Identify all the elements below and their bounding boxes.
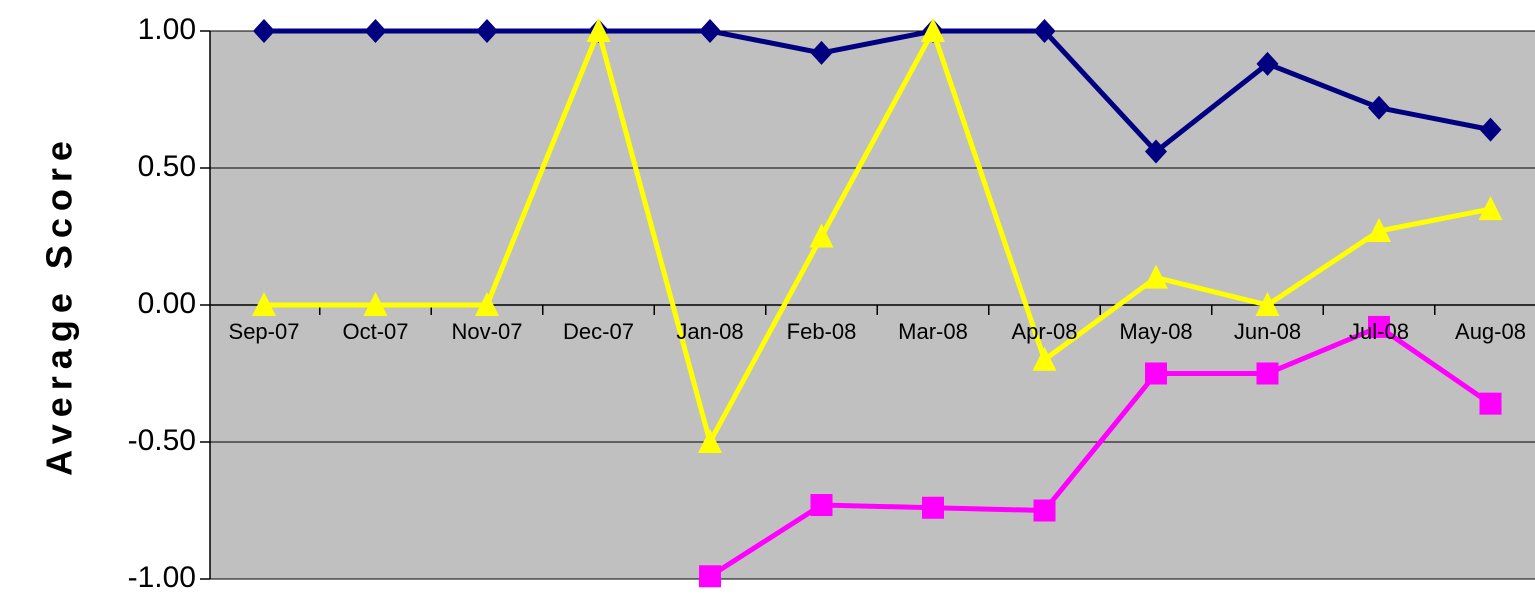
data-point-triangle [1255, 292, 1280, 316]
y-tick-labels: 1.00 0.50 0.00 -0.50 -1.00 [128, 13, 196, 594]
x-tick-label: Aug-08 [1455, 319, 1526, 344]
y-tick-label: 0.50 [138, 150, 196, 183]
data-point-diamond [253, 19, 275, 43]
series-line [264, 23, 1491, 449]
series-diamond [253, 19, 1502, 164]
data-point-diamond [1368, 95, 1390, 120]
data-point-square [699, 565, 721, 588]
series-group [252, 18, 1503, 588]
y-tick-label: -0.50 [128, 424, 196, 457]
x-tick-label: Sep-07 [229, 319, 300, 344]
data-point-triangle [809, 223, 834, 248]
x-tick-labels: Sep-07 Oct-07 Nov-07 Dec-07 Jan-08 Feb-08 Mar-… [229, 319, 1526, 344]
data-point-triangle [475, 292, 499, 316]
x-tick-label: Apr-08 [1011, 319, 1077, 344]
data-point-diamond [810, 40, 833, 65]
data-point-square [922, 496, 944, 519]
series-square [699, 315, 1502, 588]
y-tick-label: 1.00 [138, 13, 196, 46]
x-tick-label: Dec-07 [563, 319, 634, 344]
data-point-triangle [1478, 196, 1503, 221]
data-point-square [810, 494, 833, 517]
series-line [264, 28, 1491, 155]
data-point-triangle [1144, 264, 1168, 289]
data-point-triangle [1032, 346, 1057, 371]
data-point-triangle [252, 292, 276, 316]
data-point-diamond [1256, 51, 1279, 76]
data-point-diamond [476, 19, 498, 43]
series-line [708, 324, 1492, 579]
data-point-square [1256, 362, 1279, 385]
x-tick-label: Jan-08 [676, 319, 743, 344]
y-axis-label: Average Score [39, 134, 80, 476]
data-point-diamond [364, 19, 387, 43]
x-tick-label: Jun-08 [1234, 319, 1301, 344]
y-tick-label: 0.00 [138, 287, 196, 320]
data-point-square [1479, 392, 1502, 415]
x-tick-label: Nov-07 [452, 319, 523, 344]
data-point-triangle [921, 18, 945, 42]
x-tick-label: Oct-07 [342, 319, 408, 344]
data-point-diamond [1479, 117, 1502, 142]
data-point-diamond [699, 19, 721, 43]
data-point-triangle [586, 18, 611, 42]
data-point-triangle [1367, 218, 1391, 243]
data-point-diamond [1145, 139, 1167, 164]
axes [200, 30, 1436, 580]
x-tick-label: May-08 [1119, 319, 1192, 344]
data-point-triangle [698, 429, 722, 453]
y-tick-label: -1.00 [128, 561, 196, 594]
x-tick-label: Feb-08 [787, 319, 857, 344]
series-triangle [252, 18, 1503, 453]
x-tick-label: Mar-08 [898, 319, 968, 344]
data-point-square [1368, 315, 1390, 338]
data-point-square [1145, 362, 1167, 385]
data-point-triangle [363, 292, 388, 316]
x-tick-label: Jul-08 [1349, 319, 1409, 344]
data-point-diamond [1033, 19, 1056, 43]
data-point-square [1033, 499, 1056, 522]
